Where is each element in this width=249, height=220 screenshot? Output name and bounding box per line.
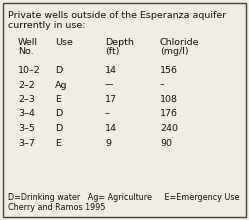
- Text: –: –: [105, 110, 110, 119]
- Text: D=Drinking water   Ag= Agriculture     E=Emergency Use: D=Drinking water Ag= Agriculture E=Emerg…: [8, 193, 240, 202]
- Text: Well: Well: [18, 38, 38, 47]
- Text: Private wells outside of the Esperanza aquifer: Private wells outside of the Esperanza a…: [8, 11, 226, 20]
- Text: 3–5: 3–5: [18, 124, 35, 133]
- Text: D: D: [55, 110, 62, 119]
- Text: 2–3: 2–3: [18, 95, 35, 104]
- Text: Cherry and Ramos 1995: Cherry and Ramos 1995: [8, 203, 106, 212]
- Text: E: E: [55, 95, 61, 104]
- Text: Use: Use: [55, 38, 73, 47]
- FancyBboxPatch shape: [3, 3, 246, 217]
- Text: currently in use:: currently in use:: [8, 21, 85, 30]
- Text: 17: 17: [105, 95, 117, 104]
- Text: No.: No.: [18, 47, 34, 56]
- Text: 2–2: 2–2: [18, 81, 35, 90]
- Text: 10–2: 10–2: [18, 66, 41, 75]
- Text: Ag: Ag: [55, 81, 67, 90]
- Text: 3–7: 3–7: [18, 139, 35, 147]
- Text: 240: 240: [160, 124, 178, 133]
- Text: (ft): (ft): [105, 47, 120, 56]
- Text: 156: 156: [160, 66, 178, 75]
- Text: 90: 90: [160, 139, 172, 147]
- Text: 14: 14: [105, 66, 117, 75]
- Text: D: D: [55, 124, 62, 133]
- Text: ––: ––: [105, 81, 115, 90]
- Text: 176: 176: [160, 110, 178, 119]
- Text: E: E: [55, 139, 61, 147]
- Text: D: D: [55, 66, 62, 75]
- Text: Chloride: Chloride: [160, 38, 199, 47]
- Text: (mg/l): (mg/l): [160, 47, 189, 56]
- Text: Depth: Depth: [105, 38, 134, 47]
- Text: 108: 108: [160, 95, 178, 104]
- Text: 9: 9: [105, 139, 111, 147]
- Text: 3–4: 3–4: [18, 110, 35, 119]
- Text: –: –: [160, 81, 165, 90]
- Text: 14: 14: [105, 124, 117, 133]
